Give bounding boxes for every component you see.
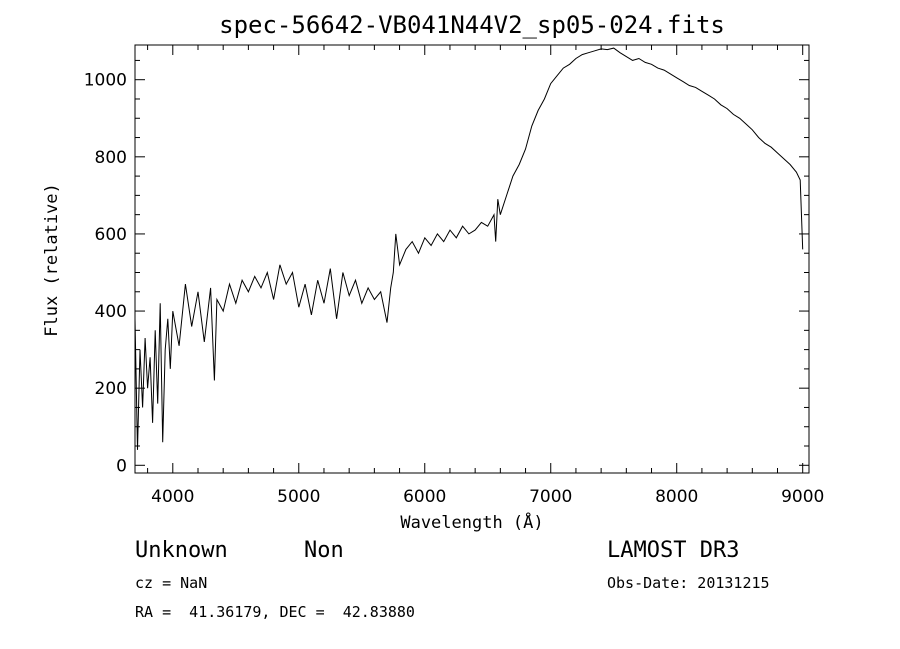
spectrum-line [134, 47, 804, 450]
x-tick-label: 6000 [403, 487, 446, 507]
y-tick-label: 1000 [84, 71, 127, 91]
y-tick-label: 200 [95, 379, 127, 399]
object-subclass: Non [304, 538, 344, 563]
plot-frame [134, 44, 810, 474]
y-tick-label: 0 [116, 456, 127, 476]
x-tick-label: 7000 [529, 487, 572, 507]
y-tick-label: 600 [95, 225, 127, 245]
ra-dec-coords: RA = 41.36179, DEC = 42.83880 [135, 603, 415, 621]
x-tick-label: 4000 [151, 487, 194, 507]
y-tick-label: 800 [95, 148, 127, 168]
x-tick-label: 9000 [781, 487, 824, 507]
y-axis-label: Flux (relative) [42, 183, 62, 337]
x-tick-label: 5000 [277, 487, 320, 507]
axis-ticks: 4000 5000 6000 7000 8000 9000 0 200 400 600 800 100… [84, 45, 824, 507]
obs-date: Obs-Date: 20131215 [607, 574, 770, 592]
y-tick-label: 400 [95, 302, 127, 322]
x-axis-label: Wavelength (Å) [400, 511, 543, 533]
survey-label: LAMOST DR3 [607, 538, 740, 563]
redshift-cz: cz = NaN [135, 574, 208, 592]
object-class: Unknown [135, 538, 228, 563]
chart-title: spec-56642-VB041N44V2_sp05-024.fits [219, 11, 725, 39]
x-tick-label: 8000 [655, 487, 698, 507]
